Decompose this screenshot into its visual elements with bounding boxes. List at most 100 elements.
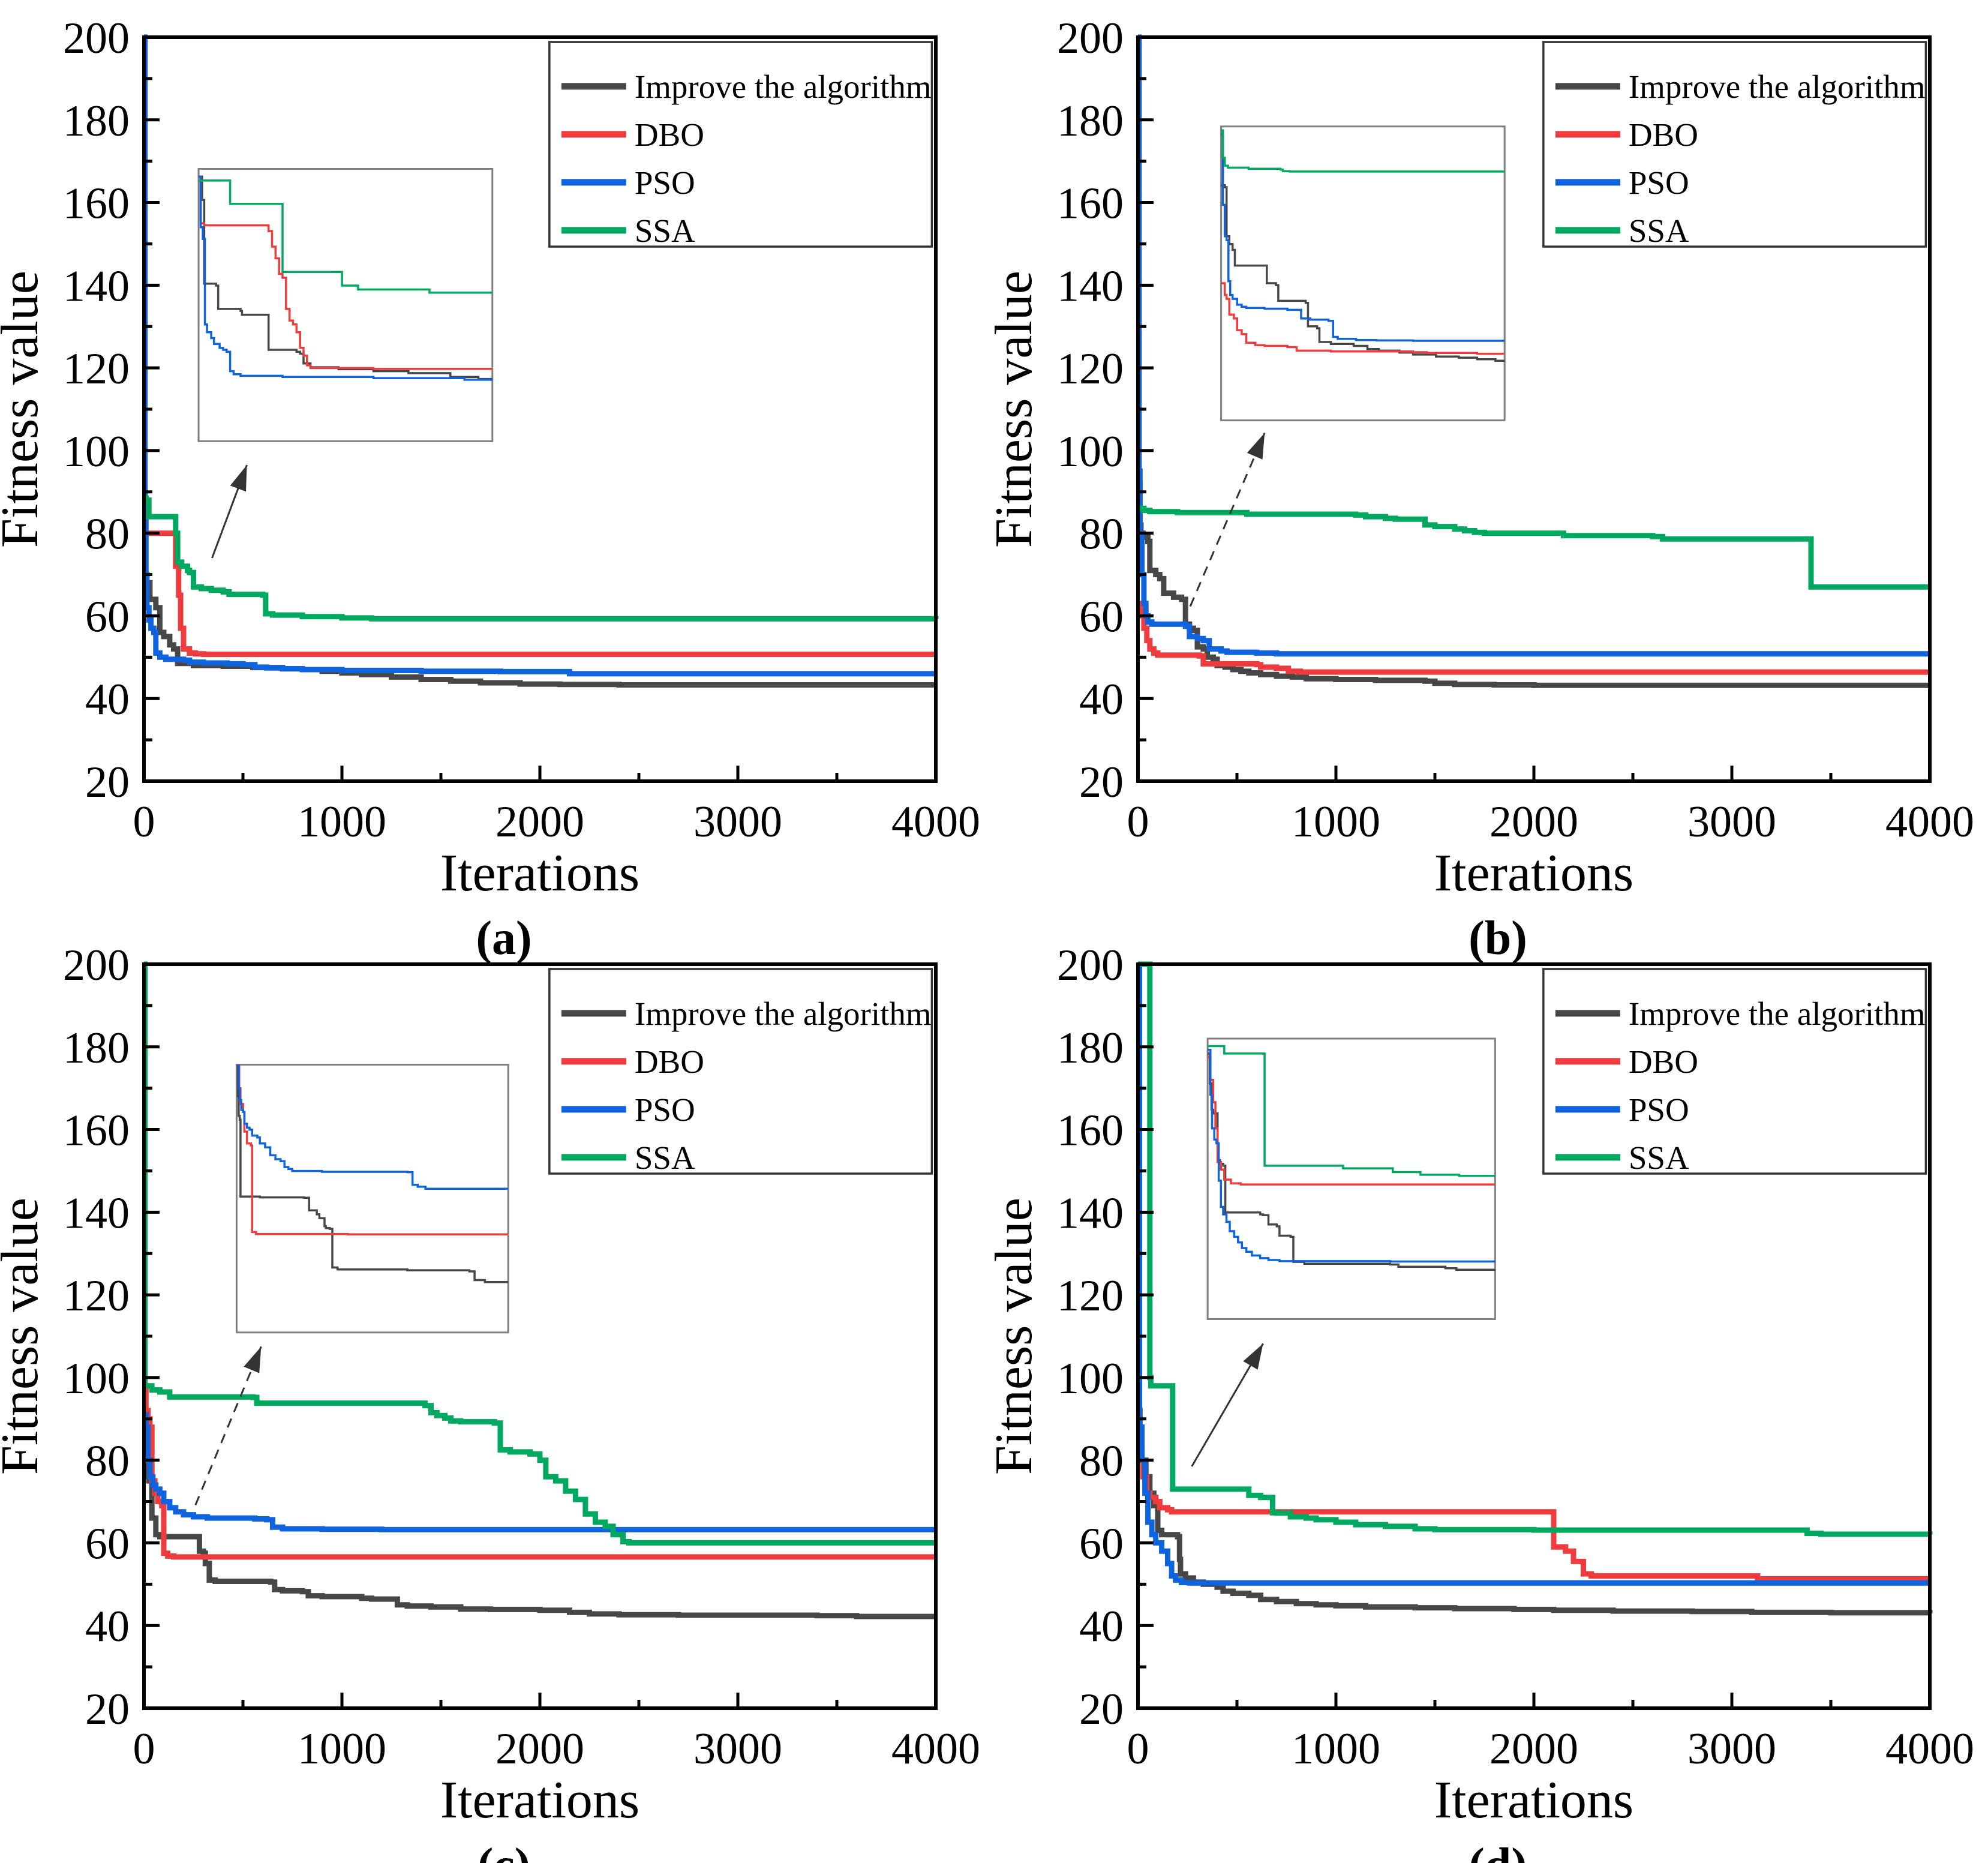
x-tick-label: 3000 <box>1687 1724 1776 1774</box>
legend-label-improve: Improve the algorithm <box>635 995 932 1032</box>
legend-label-ssa: SSA <box>1629 212 1689 249</box>
panel-b: 0 1000 2000 3000 4000 20 40 60 80 100 120 140 160 180… <box>985 14 1974 965</box>
x-tick-label: 3000 <box>693 797 782 847</box>
y-tick-label: 180 <box>1057 97 1124 146</box>
ticks <box>142 35 938 783</box>
y-tick-label: 100 <box>1057 1354 1124 1403</box>
legend-label-improve: Improve the algorithm <box>635 68 932 105</box>
inset-series-group <box>199 175 493 381</box>
inset-arrow-head <box>230 465 247 492</box>
x-tick-label: 1000 <box>1292 1724 1380 1774</box>
legend-box <box>548 968 933 1175</box>
y-tick-label: 180 <box>63 1024 130 1073</box>
x-axis-title: Iterations <box>1434 1771 1633 1829</box>
legend-box <box>548 41 933 248</box>
panel-caption: (d) <box>1469 1839 1527 1863</box>
x-tick-label: 4000 <box>891 1724 980 1774</box>
inset-series-pso <box>1208 1048 1495 1263</box>
x-tick-label: 0 <box>1127 1724 1149 1774</box>
x-tick-label: 2000 <box>496 797 584 847</box>
series-ssa <box>1138 961 1933 1537</box>
series-group <box>1136 34 1930 688</box>
panel-caption: (b) <box>1469 912 1527 965</box>
x-tick-label: 2000 <box>1490 1724 1578 1774</box>
series-ssa <box>142 961 936 1546</box>
x-tick-label: 4000 <box>891 797 980 847</box>
legend-label-pso: PSO <box>635 164 695 201</box>
x-tick-label: 1000 <box>1292 797 1380 847</box>
inset-series-dbo <box>199 175 493 370</box>
inset-series-pso <box>199 175 493 381</box>
inset-series-pso <box>236 1064 509 1190</box>
legend-box <box>1542 41 1927 248</box>
inset-series-group <box>1208 1045 1495 1271</box>
inset-series-dbo <box>1221 282 1505 355</box>
x-tick-label: 1000 <box>298 797 386 847</box>
y-tick-label: 160 <box>63 1106 130 1156</box>
series-group <box>142 961 936 1619</box>
y-axis-title: Fitness value <box>985 271 1043 548</box>
panel-c: 0 1000 2000 3000 4000 20 40 60 80 100 120 140 160 180… <box>0 941 980 1863</box>
y-tick-label: 120 <box>63 1271 130 1321</box>
y-axis-title: Fitness value <box>985 1198 1043 1475</box>
y-tick-label: 100 <box>63 1354 130 1403</box>
y-tick-label: 140 <box>63 262 130 311</box>
y-tick-label: 40 <box>85 675 130 724</box>
x-axis-title: Iterations <box>1434 844 1633 902</box>
series-pso <box>142 34 936 677</box>
inset-series-ssa <box>199 179 493 294</box>
inset-series-improve <box>1221 184 1505 362</box>
y-tick-label: 20 <box>1079 758 1124 807</box>
inset-series-pso <box>1221 133 1505 342</box>
legend-label-ssa: SSA <box>635 1139 695 1176</box>
series-group <box>142 34 939 688</box>
legend-label-dbo: DBO <box>635 116 704 153</box>
x-tick-label: 2000 <box>496 1724 584 1774</box>
inset-arrow-head <box>1247 433 1265 460</box>
y-tick-label: 80 <box>1079 1437 1124 1486</box>
y-tick-label: 20 <box>85 1685 130 1734</box>
y-tick-label: 60 <box>85 1519 130 1568</box>
y-tick-label: 200 <box>1057 14 1124 63</box>
legend-label-pso: PSO <box>1629 1091 1689 1128</box>
y-tick-label: 120 <box>1057 1271 1124 1321</box>
y-tick-label: 100 <box>63 427 130 476</box>
x-tick-label: 1000 <box>298 1724 386 1774</box>
y-tick-label: 80 <box>85 510 130 559</box>
x-tick-label: 4000 <box>1885 797 1974 847</box>
inset-arrow-shaft <box>194 1346 262 1506</box>
inset-series-ssa <box>1221 129 1505 173</box>
y-tick-label: 140 <box>1057 262 1124 311</box>
y-tick-label: 20 <box>85 758 130 807</box>
y-tick-label: 160 <box>63 179 130 229</box>
inset-box <box>1220 125 1506 422</box>
legend-box <box>1542 968 1927 1175</box>
y-tick-label: 40 <box>1079 675 1124 724</box>
y-tick-label: 100 <box>1057 427 1124 476</box>
series-pso <box>1136 34 1930 657</box>
inset-series-improve <box>199 175 493 380</box>
x-tick-label: 3000 <box>1687 797 1776 847</box>
y-tick-label: 120 <box>63 344 130 394</box>
x-tick-label: 3000 <box>693 1724 782 1774</box>
legend-label-improve: Improve the algorithm <box>1629 995 1926 1032</box>
inset-series-ssa <box>1208 1045 1495 1177</box>
inset-series-group <box>1221 129 1505 362</box>
y-tick-label: 20 <box>1079 1685 1124 1734</box>
inset-box <box>1206 1037 1496 1320</box>
x-tick-label: 4000 <box>1885 1724 1974 1774</box>
panel-caption: (c) <box>478 1839 531 1863</box>
y-tick-label: 180 <box>63 97 130 146</box>
x-tick-label: 0 <box>1127 797 1149 847</box>
inset-arrow-head <box>1243 1343 1263 1370</box>
ticks <box>142 962 938 1710</box>
y-tick-label: 160 <box>1057 1106 1124 1156</box>
series-pso <box>143 1412 936 1532</box>
legend-label-pso: PSO <box>635 1091 695 1128</box>
x-tick-label: 0 <box>133 1724 155 1774</box>
ticks <box>1136 35 1932 783</box>
y-tick-label: 140 <box>1057 1189 1124 1238</box>
panel-caption: (a) <box>476 912 531 965</box>
